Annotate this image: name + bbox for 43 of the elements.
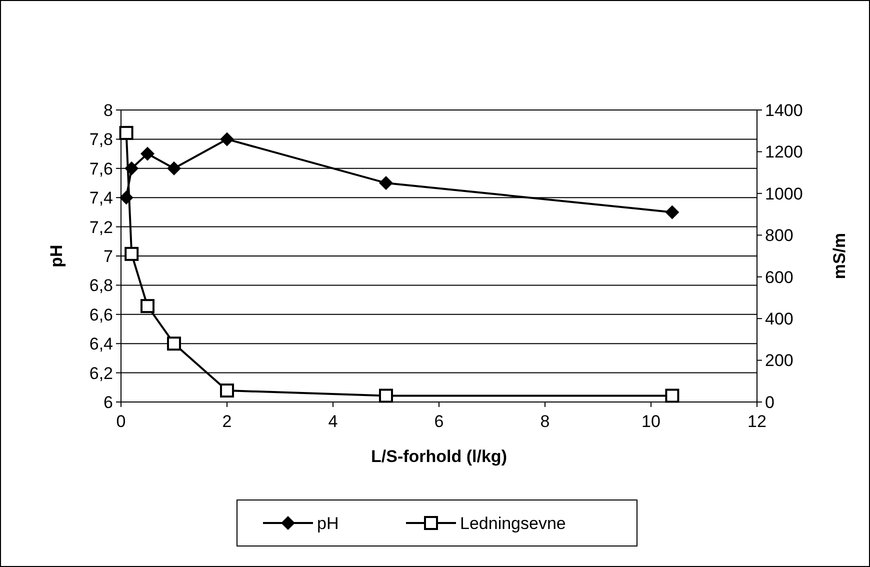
y-axis-title: pH — [47, 244, 66, 268]
point — [167, 336, 181, 351]
y2-tick-label: 600 — [765, 268, 794, 287]
point — [220, 132, 234, 146]
y-tick-label: 7,4 — [89, 188, 113, 208]
x-tick-label: 6 — [434, 412, 444, 431]
y-tick-label: 6,8 — [89, 276, 113, 296]
x-tick-label: 4 — [328, 412, 338, 431]
y-tick-label: 7,8 — [89, 130, 113, 150]
legend-label: Ledningsevne — [460, 514, 566, 533]
y-tick-label: 8 — [104, 100, 113, 120]
x-tick-label: 10 — [642, 412, 660, 431]
y-tick-label: 6,6 — [89, 305, 113, 324]
y2-tick-label: 200 — [765, 351, 794, 370]
y-tick-label: 6 — [104, 392, 113, 412]
point — [665, 205, 680, 220]
x-tick-label: 8 — [540, 412, 550, 431]
y2-tick-label: 800 — [765, 226, 794, 246]
y2-tick-label: 1400 — [765, 100, 803, 120]
point — [220, 384, 234, 398]
point — [379, 388, 393, 403]
point — [140, 146, 154, 161]
x-tick-label: 12 — [748, 412, 766, 431]
x-tick-label: 0 — [116, 412, 126, 431]
y2-tick-label: 1200 — [765, 142, 803, 162]
y2-tick-label: 0 — [765, 392, 774, 412]
x-tick-label: 2 — [222, 412, 232, 431]
legend-label: pH — [317, 514, 339, 533]
point — [379, 176, 393, 190]
y2-tick-label: 400 — [765, 310, 794, 329]
y-tick-label: 7,6 — [89, 159, 113, 178]
y2-tick-label: 1000 — [765, 184, 803, 204]
point — [119, 126, 134, 140]
point — [167, 161, 181, 176]
y-tick-label: 6,4 — [89, 334, 113, 354]
point — [124, 246, 139, 261]
point — [665, 388, 680, 403]
point — [140, 299, 154, 314]
y-tick-label: 6,2 — [89, 364, 113, 383]
y-tick-label: 7 — [104, 246, 113, 266]
y2-axis-title: mS/m — [830, 232, 849, 280]
y-tick-label: 7,2 — [89, 218, 113, 237]
x-axis-title: L/S-forhold (l/kg) — [371, 447, 507, 466]
